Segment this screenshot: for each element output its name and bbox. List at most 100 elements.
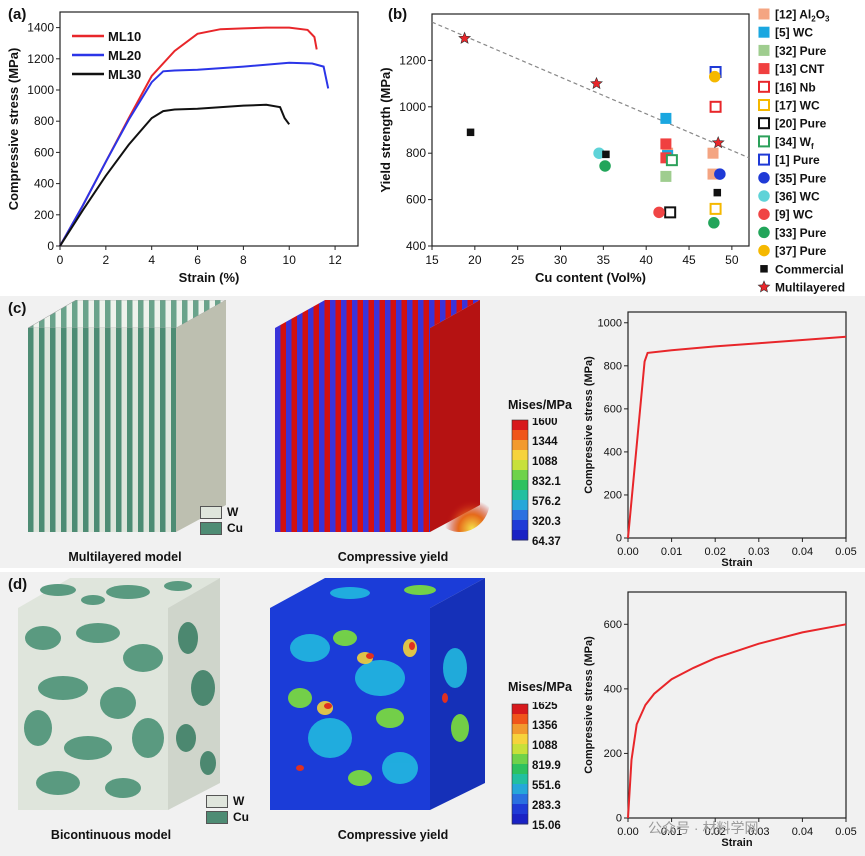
data-point: [665, 154, 678, 167]
multilayered-model-caption: Multilayered model: [68, 550, 182, 564]
x-tick-label: 20: [468, 253, 482, 267]
data-point: [709, 100, 722, 113]
data-point: [707, 147, 719, 159]
colorbar-tick-label: 1625: [532, 702, 558, 712]
legend-label: [33] Pure: [775, 226, 827, 240]
legend-label-ml20: ML20: [108, 48, 141, 63]
multilayered-model-cube: [28, 300, 227, 532]
y-tick-label: 800: [406, 146, 426, 160]
legend-marker: [758, 44, 770, 56]
x-tick-label: 30: [554, 253, 568, 267]
x-tick-label: 50: [725, 253, 739, 267]
chart-a-stress-strain: 0 2 4 6 8 10 12 0 200 400 600 800 1000 1200 1400 Strain…: [6, 11, 359, 285]
x-tick-label: 0.00: [617, 826, 638, 838]
x-tick-label: 2: [103, 253, 110, 267]
colorbar-segment: [512, 450, 528, 461]
plot-frame: [627, 591, 847, 819]
colorbar-tick-label: 551.6: [532, 780, 561, 792]
y-tick-label: 1200: [399, 53, 426, 67]
x-tick-label: 0.01: [661, 546, 682, 558]
colorbar-d: 1625 1356 1088 819.9 551.6 283.3 15.06: [511, 702, 561, 832]
legend-marker: [758, 8, 770, 20]
colorbar-tick-label: 1356: [532, 720, 558, 732]
y-tick-label: 1000: [399, 100, 426, 114]
colorbar-tick-label: 1088: [532, 456, 558, 468]
y-tick-label: 800: [604, 360, 622, 372]
legend-marker: [758, 172, 770, 184]
data-point: [602, 150, 610, 159]
legend-marker: [758, 117, 770, 130]
panel-label-b: (b): [388, 6, 408, 23]
colorbar-segment: [512, 530, 528, 541]
legend-marker: [758, 26, 770, 38]
colorbar-segment: [512, 714, 528, 725]
colorbar-tick-label: 819.9: [532, 760, 561, 772]
y-tick-label: 200: [604, 490, 622, 502]
y-tick-label: 400: [406, 239, 426, 253]
x-tick-label: 25: [511, 253, 525, 267]
colorbar-segment: [512, 420, 528, 431]
legend-label: Commercial: [775, 262, 844, 276]
legend-marker: [758, 99, 770, 111]
chart-d-stress-strain: 0.00 0.01 0.02 0.03 0.04 0.05 0 200 400 600 Strain…: [583, 591, 857, 846]
colorbar-tick-label: 283.3: [532, 800, 561, 812]
legend-marker: [758, 153, 770, 166]
legend-marker: [758, 244, 770, 257]
colorbar-segment: [512, 804, 528, 815]
bicontinuous-yield-cube: [270, 578, 485, 810]
y-tick-label: 200: [34, 208, 54, 222]
colorbar-segment: [512, 430, 528, 441]
data-point: [599, 160, 611, 172]
y-tick-label: 1400: [27, 21, 54, 35]
watermark: 公众号 · 材料学网: [648, 820, 759, 836]
bicontinuous-model-cube: [18, 578, 220, 810]
y-axis-label: Yield strength (MPa): [378, 67, 393, 192]
legend-marker: [758, 80, 770, 93]
colorbar-segment: [512, 764, 528, 775]
legend-label: [5] WC: [775, 26, 813, 40]
colorbar-tick-label: 1088: [532, 740, 558, 752]
series-line-ml20: [59, 61, 330, 247]
x-tick-label: 0.04: [792, 826, 813, 838]
x-tick-label: 0.05: [835, 826, 856, 838]
legend-label: [20] Pure: [775, 117, 827, 131]
legend-w-label: W: [227, 505, 239, 519]
colorbar-segment: [512, 754, 528, 765]
data-point: [458, 31, 472, 44]
x-tick-label: 0.01: [661, 826, 682, 838]
x-tick-label: 45: [682, 253, 696, 267]
y-tick-label: 0: [47, 239, 54, 253]
data-point: [653, 206, 665, 219]
x-axis-label: Strain: [721, 557, 752, 568]
data-point: [708, 70, 721, 83]
colorbar-segment: [512, 520, 528, 531]
x-tick-label: 4: [148, 253, 155, 267]
x-tick-label: 6: [194, 253, 201, 267]
y-tick-label: 600: [406, 193, 426, 207]
colorbar-segment: [512, 704, 528, 715]
panel-label-d: (d): [8, 576, 28, 593]
legend-marker: [758, 190, 770, 202]
y-tick-label: 1000: [27, 83, 54, 97]
x-tick-label: 0.02: [704, 546, 725, 558]
y-tick-label: 600: [604, 619, 622, 631]
colorbar-segment: [512, 470, 528, 481]
colorbar-d-title: Mises/MPa: [508, 680, 572, 694]
y-tick-label: 400: [604, 684, 622, 696]
colorbar-segment: [512, 734, 528, 745]
data-point: [713, 188, 722, 197]
legend-marker: [757, 280, 771, 293]
multilayered-yield-cube: [275, 300, 490, 532]
x-tick-label: 0.00: [617, 546, 638, 558]
series-line-ml10: [59, 26, 318, 247]
legend-w-label-d: W: [233, 794, 245, 808]
x-tick-label: 8: [240, 253, 247, 267]
data-point: [660, 170, 672, 182]
y-tick-label: 200: [604, 748, 622, 760]
y-tick-label: 400: [604, 447, 622, 459]
colorbar-segment: [512, 460, 528, 471]
y-tick-label: 0: [616, 533, 622, 545]
legend-label: [17] WC: [775, 99, 820, 113]
colorbar-segment: [512, 490, 528, 501]
colorbar-segment: [512, 440, 528, 451]
